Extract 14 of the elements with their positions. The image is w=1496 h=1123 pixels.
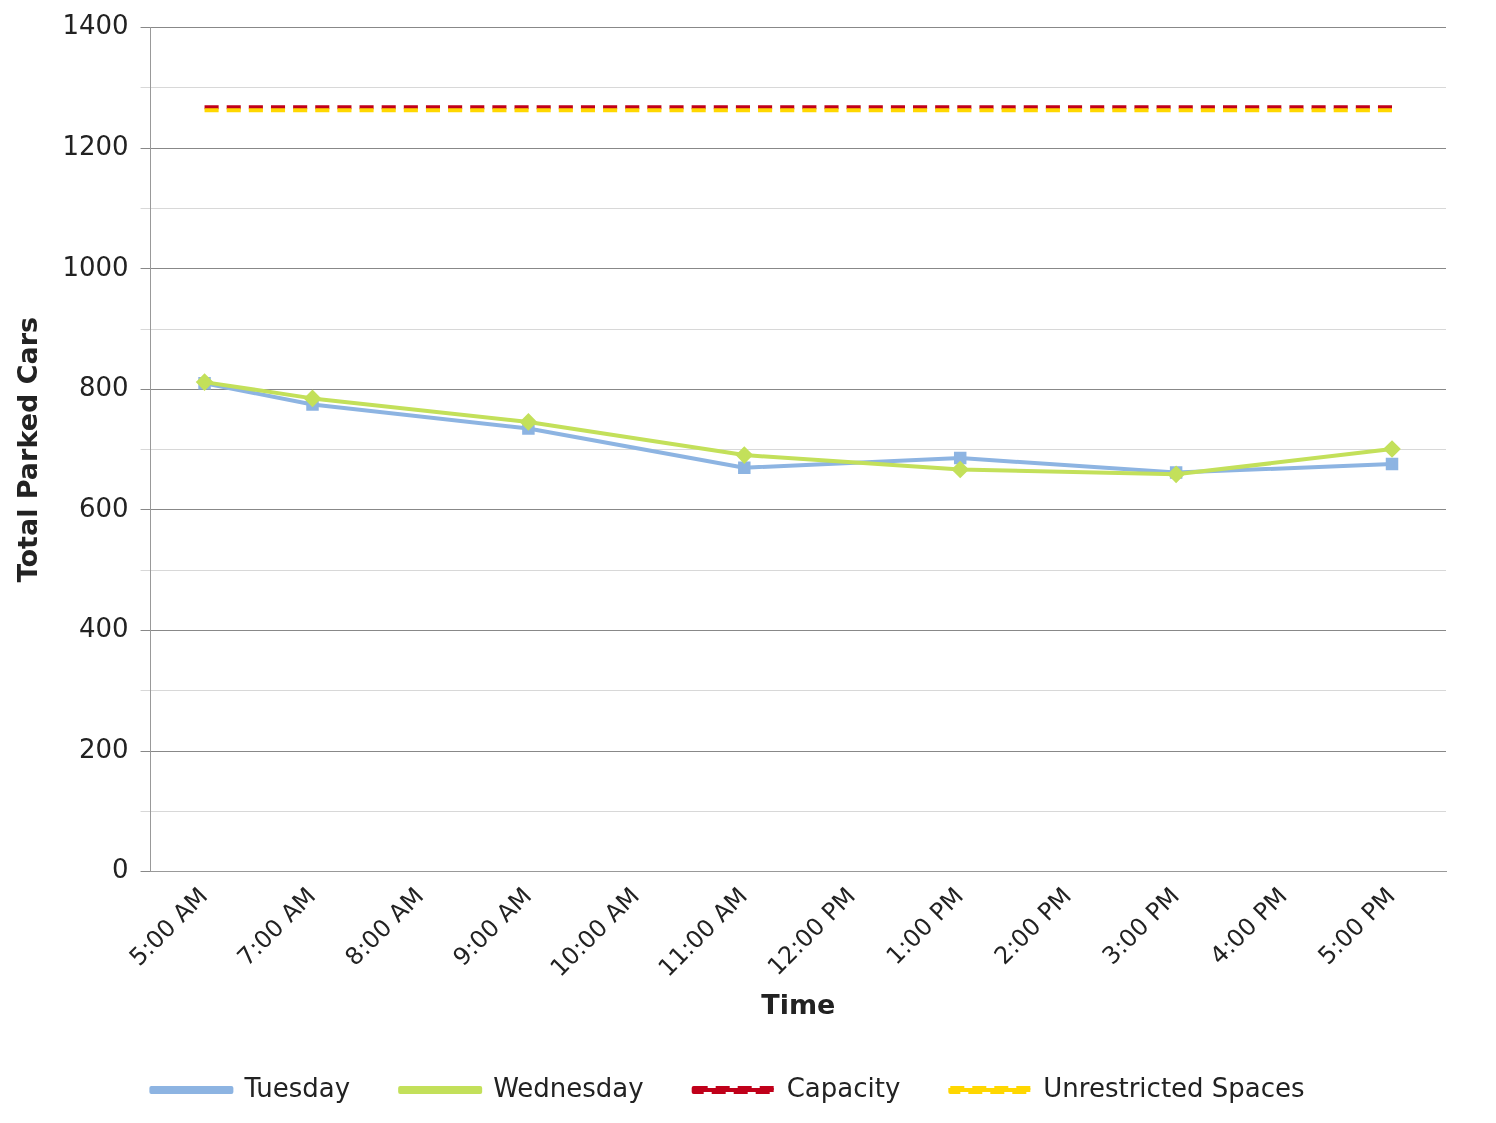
y-tick-label: 1200 bbox=[62, 130, 129, 161]
legend-label: Unrestricted Spaces bbox=[1043, 1072, 1305, 1103]
y-axis-title: Total Parked Cars bbox=[12, 316, 44, 583]
y-tick-label: 0 bbox=[112, 854, 129, 885]
x-axis-title: Time bbox=[761, 988, 836, 1020]
legend-label: Capacity bbox=[786, 1072, 901, 1103]
y-tick-label: 200 bbox=[78, 733, 129, 764]
legend-label: Tuesday bbox=[243, 1072, 351, 1103]
legend-label: Wednesday bbox=[493, 1072, 644, 1103]
y-tick-label: 1400 bbox=[62, 10, 129, 41]
y-tick-label: 1000 bbox=[62, 251, 129, 282]
y-tick-label: 800 bbox=[78, 372, 129, 403]
y-tick-label: 400 bbox=[78, 613, 129, 644]
y-tick-label: 600 bbox=[78, 492, 129, 523]
